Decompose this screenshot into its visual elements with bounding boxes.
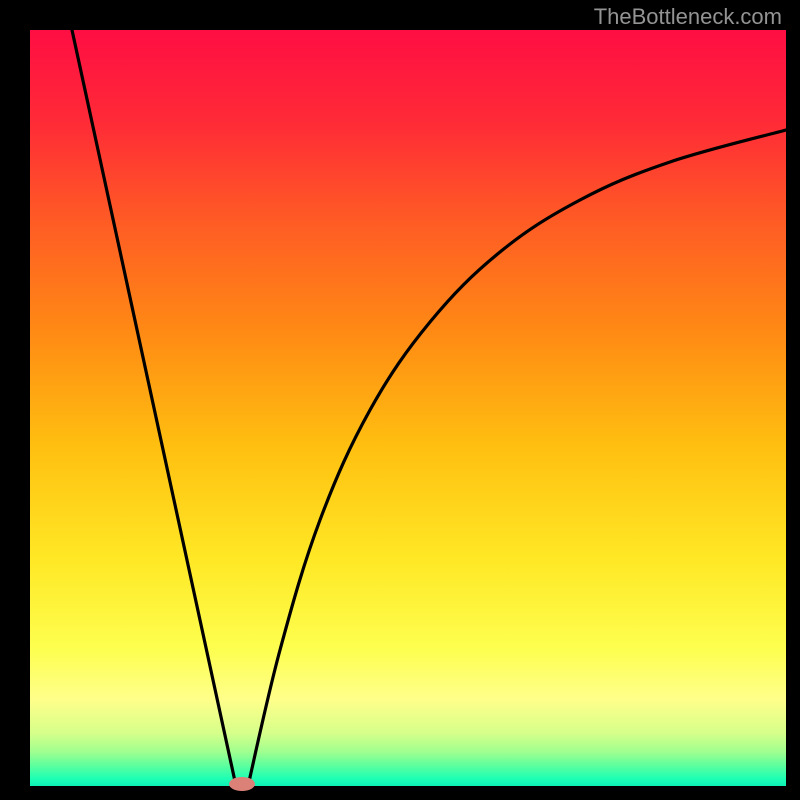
curve-right-branch — [248, 130, 786, 786]
attribution-text: TheBottleneck.com — [594, 4, 782, 30]
vertex-marker — [229, 777, 255, 791]
plot-area — [30, 30, 786, 786]
curve-layer — [30, 30, 786, 786]
curve-left-branch — [72, 30, 236, 786]
